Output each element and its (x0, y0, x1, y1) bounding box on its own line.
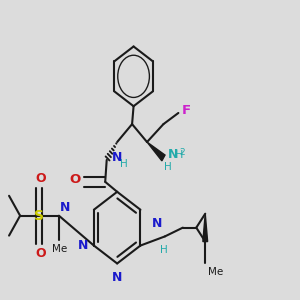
Text: F: F (182, 104, 190, 118)
Text: N: N (168, 148, 178, 161)
Text: O: O (35, 247, 46, 260)
Text: N: N (152, 218, 162, 230)
Text: O: O (70, 173, 81, 186)
Text: N: N (112, 152, 122, 164)
Text: N: N (112, 271, 122, 284)
Text: N: N (59, 201, 70, 214)
Text: 2: 2 (180, 148, 185, 157)
Text: H: H (175, 150, 183, 160)
Text: Me: Me (52, 244, 67, 254)
Text: N: N (77, 239, 88, 252)
Polygon shape (147, 142, 165, 161)
Text: H: H (120, 159, 128, 169)
Text: H: H (160, 244, 167, 254)
Text: H: H (164, 162, 172, 172)
Text: O: O (35, 172, 46, 184)
Text: S: S (34, 209, 44, 223)
Polygon shape (203, 214, 208, 242)
Text: Me: Me (208, 268, 223, 278)
